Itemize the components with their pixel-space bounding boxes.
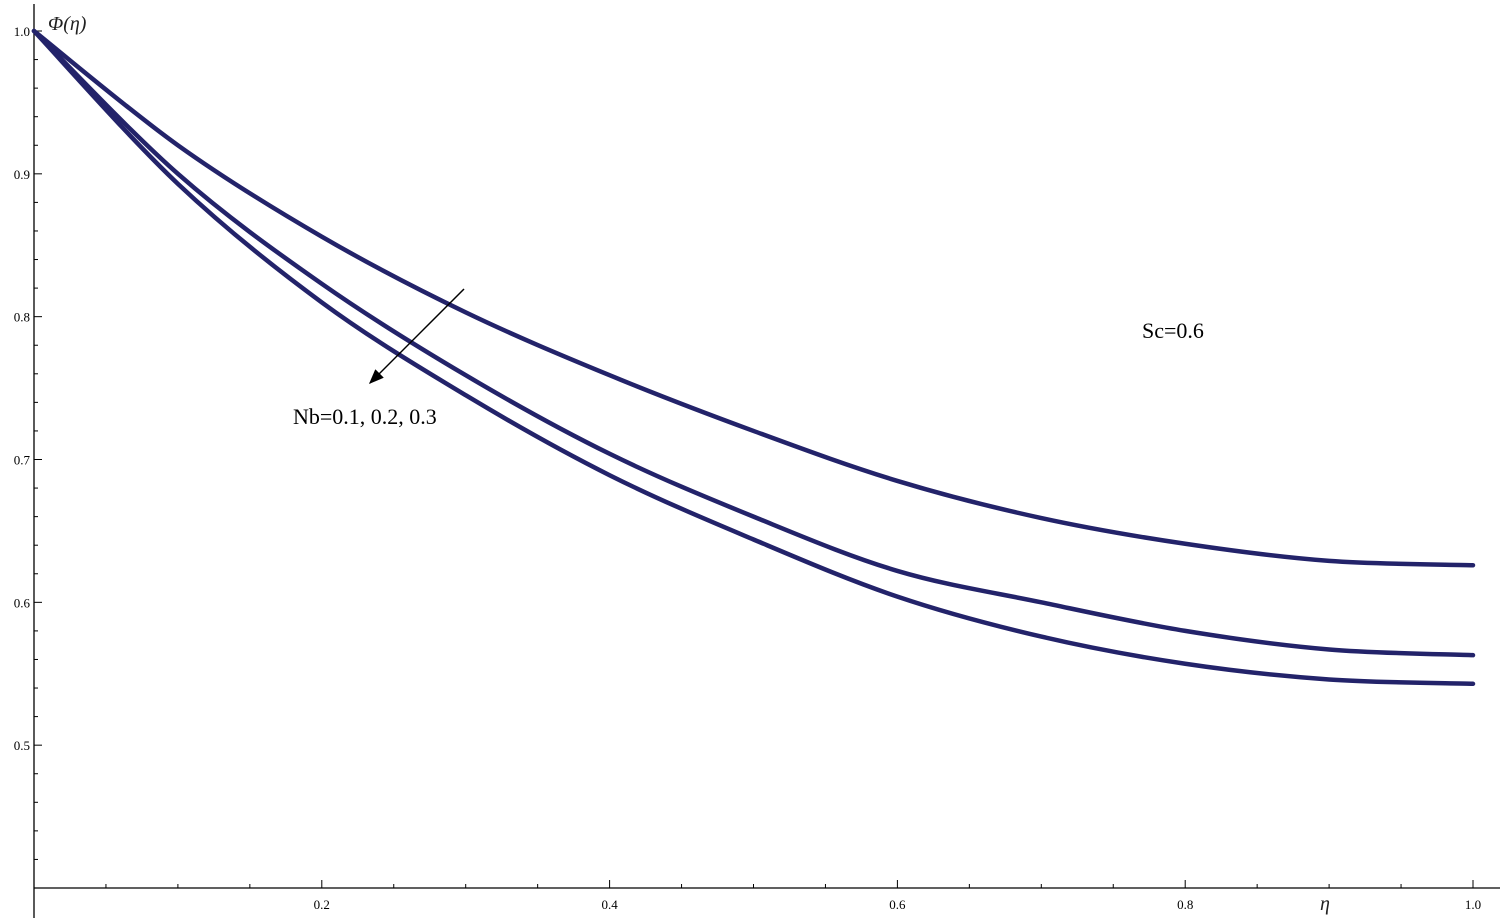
x-tick-label: 1.0 [1465, 897, 1481, 912]
x-axis-label: η [1320, 893, 1330, 915]
series-group [31, 28, 1476, 686]
y-axis-label: Φ(η) [48, 13, 87, 35]
annotation-arrow [368, 288, 465, 385]
y-tick-label: 0.5 [14, 738, 30, 753]
series-line-1 [31, 28, 1476, 568]
y-tick-label: 0.8 [14, 310, 30, 325]
annotation-nb-label: Nb=0.1, 0.2, 0.3 [293, 404, 437, 429]
y-ticks: 0.5 0.6 0.7 0.8 0.9 1.0 [14, 24, 42, 753]
x-tick-label: 0.2 [314, 897, 330, 912]
series-line-2 [31, 28, 1476, 658]
y-tick-label: 0.7 [14, 453, 31, 468]
x-tick-label: 0.4 [601, 897, 618, 912]
series-line-3 [31, 28, 1476, 686]
annotation-sc-label: Sc=0.6 [1142, 318, 1204, 343]
x-tick-label: 0.8 [1177, 897, 1193, 912]
x-minor-ticks [105, 884, 1402, 888]
y-minor-ticks [34, 59, 38, 860]
y-tick-label: 0.9 [14, 167, 30, 182]
axes [33, 4, 1500, 918]
x-ticks: 0.2 0.4 0.6 0.8 1.0 [314, 880, 1481, 912]
x-tick-label: 0.6 [889, 897, 906, 912]
y-tick-label: 0.6 [14, 595, 31, 610]
y-tick-label: 1.0 [14, 24, 30, 39]
